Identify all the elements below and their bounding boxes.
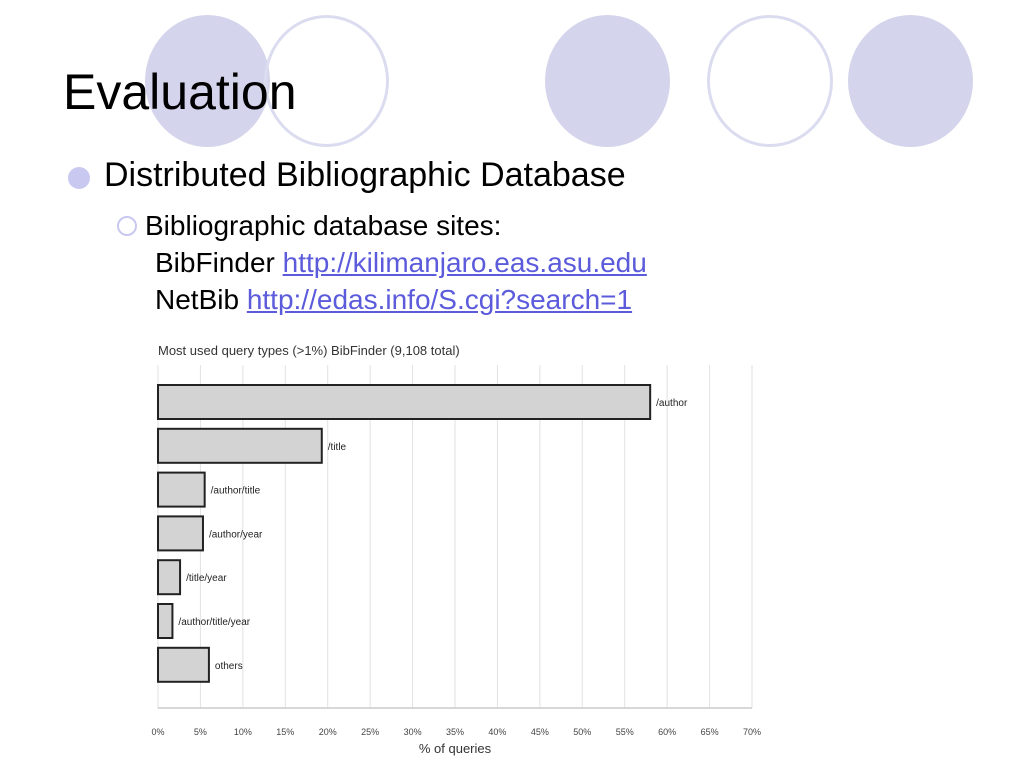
chart-title: Most used query types (>1%) BibFinder (9…	[158, 343, 460, 358]
bar	[157, 603, 174, 639]
decor-circle	[707, 15, 833, 147]
site-line-netbib: NetBib http://edas.info/S.cgi?search=1	[145, 281, 647, 318]
x-tick-label: 45%	[531, 727, 549, 737]
x-tick-label: 40%	[488, 727, 506, 737]
bar-label: others	[215, 661, 243, 672]
x-tick-label: 30%	[404, 727, 422, 737]
bar-label: /author/title	[211, 486, 261, 497]
bar	[157, 559, 182, 596]
bar-label: /author/year	[209, 529, 263, 540]
netbib-link[interactable]: http://edas.info/S.cgi?search=1	[246, 284, 633, 315]
bar	[157, 427, 323, 464]
x-tick-label: 55%	[616, 727, 634, 737]
bullet-dot-icon	[68, 167, 90, 189]
x-tick-label: 25%	[361, 727, 379, 737]
slide-title: Evaluation	[63, 64, 297, 120]
query-types-chart: Most used query types (>1%) BibFinder (9…	[151, 343, 761, 756]
bar	[157, 646, 210, 683]
bullet-text: Bibliographic database sites:	[145, 210, 502, 241]
site-line-bibfinder: BibFinder http://kilimanjaro.eas.asu.edu	[145, 244, 647, 281]
bar	[157, 384, 652, 420]
decor-circle	[145, 15, 270, 147]
decor-circle	[264, 15, 389, 147]
x-tick-label: 70%	[743, 727, 761, 737]
site-name: BibFinder	[155, 247, 275, 278]
x-tick-label: 65%	[701, 727, 719, 737]
x-tick-label: 15%	[276, 727, 294, 737]
bar	[157, 515, 204, 552]
decor-circle	[848, 15, 973, 147]
bullet-ring-icon	[117, 216, 137, 236]
x-tick-label: 50%	[573, 727, 591, 737]
bullet-text: Distributed Bibliographic Database	[104, 156, 626, 194]
x-tick-label: 35%	[446, 727, 464, 737]
x-axis-label: % of queries	[419, 741, 492, 756]
x-tick-label: 20%	[319, 727, 337, 737]
bar	[157, 471, 206, 508]
bibfinder-link[interactable]: http://kilimanjaro.eas.asu.edu	[282, 247, 647, 278]
bar-label: /author	[656, 398, 688, 409]
x-tick-label: 0%	[151, 727, 164, 737]
bar-label: /title	[328, 442, 347, 453]
x-tick-label: 10%	[234, 727, 252, 737]
bar-label: /title/year	[186, 573, 227, 584]
site-name: NetBib	[155, 284, 240, 315]
decor-circle	[545, 15, 670, 147]
x-tick-label: 60%	[658, 727, 676, 737]
x-tick-label: 5%	[194, 727, 207, 737]
bar-label: /author/title/year	[178, 617, 250, 628]
